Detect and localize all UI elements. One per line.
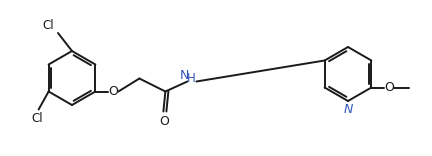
Text: O: O (108, 85, 118, 98)
Text: N: N (180, 69, 189, 82)
Text: N: N (343, 103, 353, 116)
Text: Cl: Cl (42, 19, 54, 32)
Text: O: O (384, 81, 394, 94)
Text: H: H (187, 72, 196, 85)
Text: O: O (159, 115, 169, 127)
Text: Cl: Cl (32, 112, 44, 124)
